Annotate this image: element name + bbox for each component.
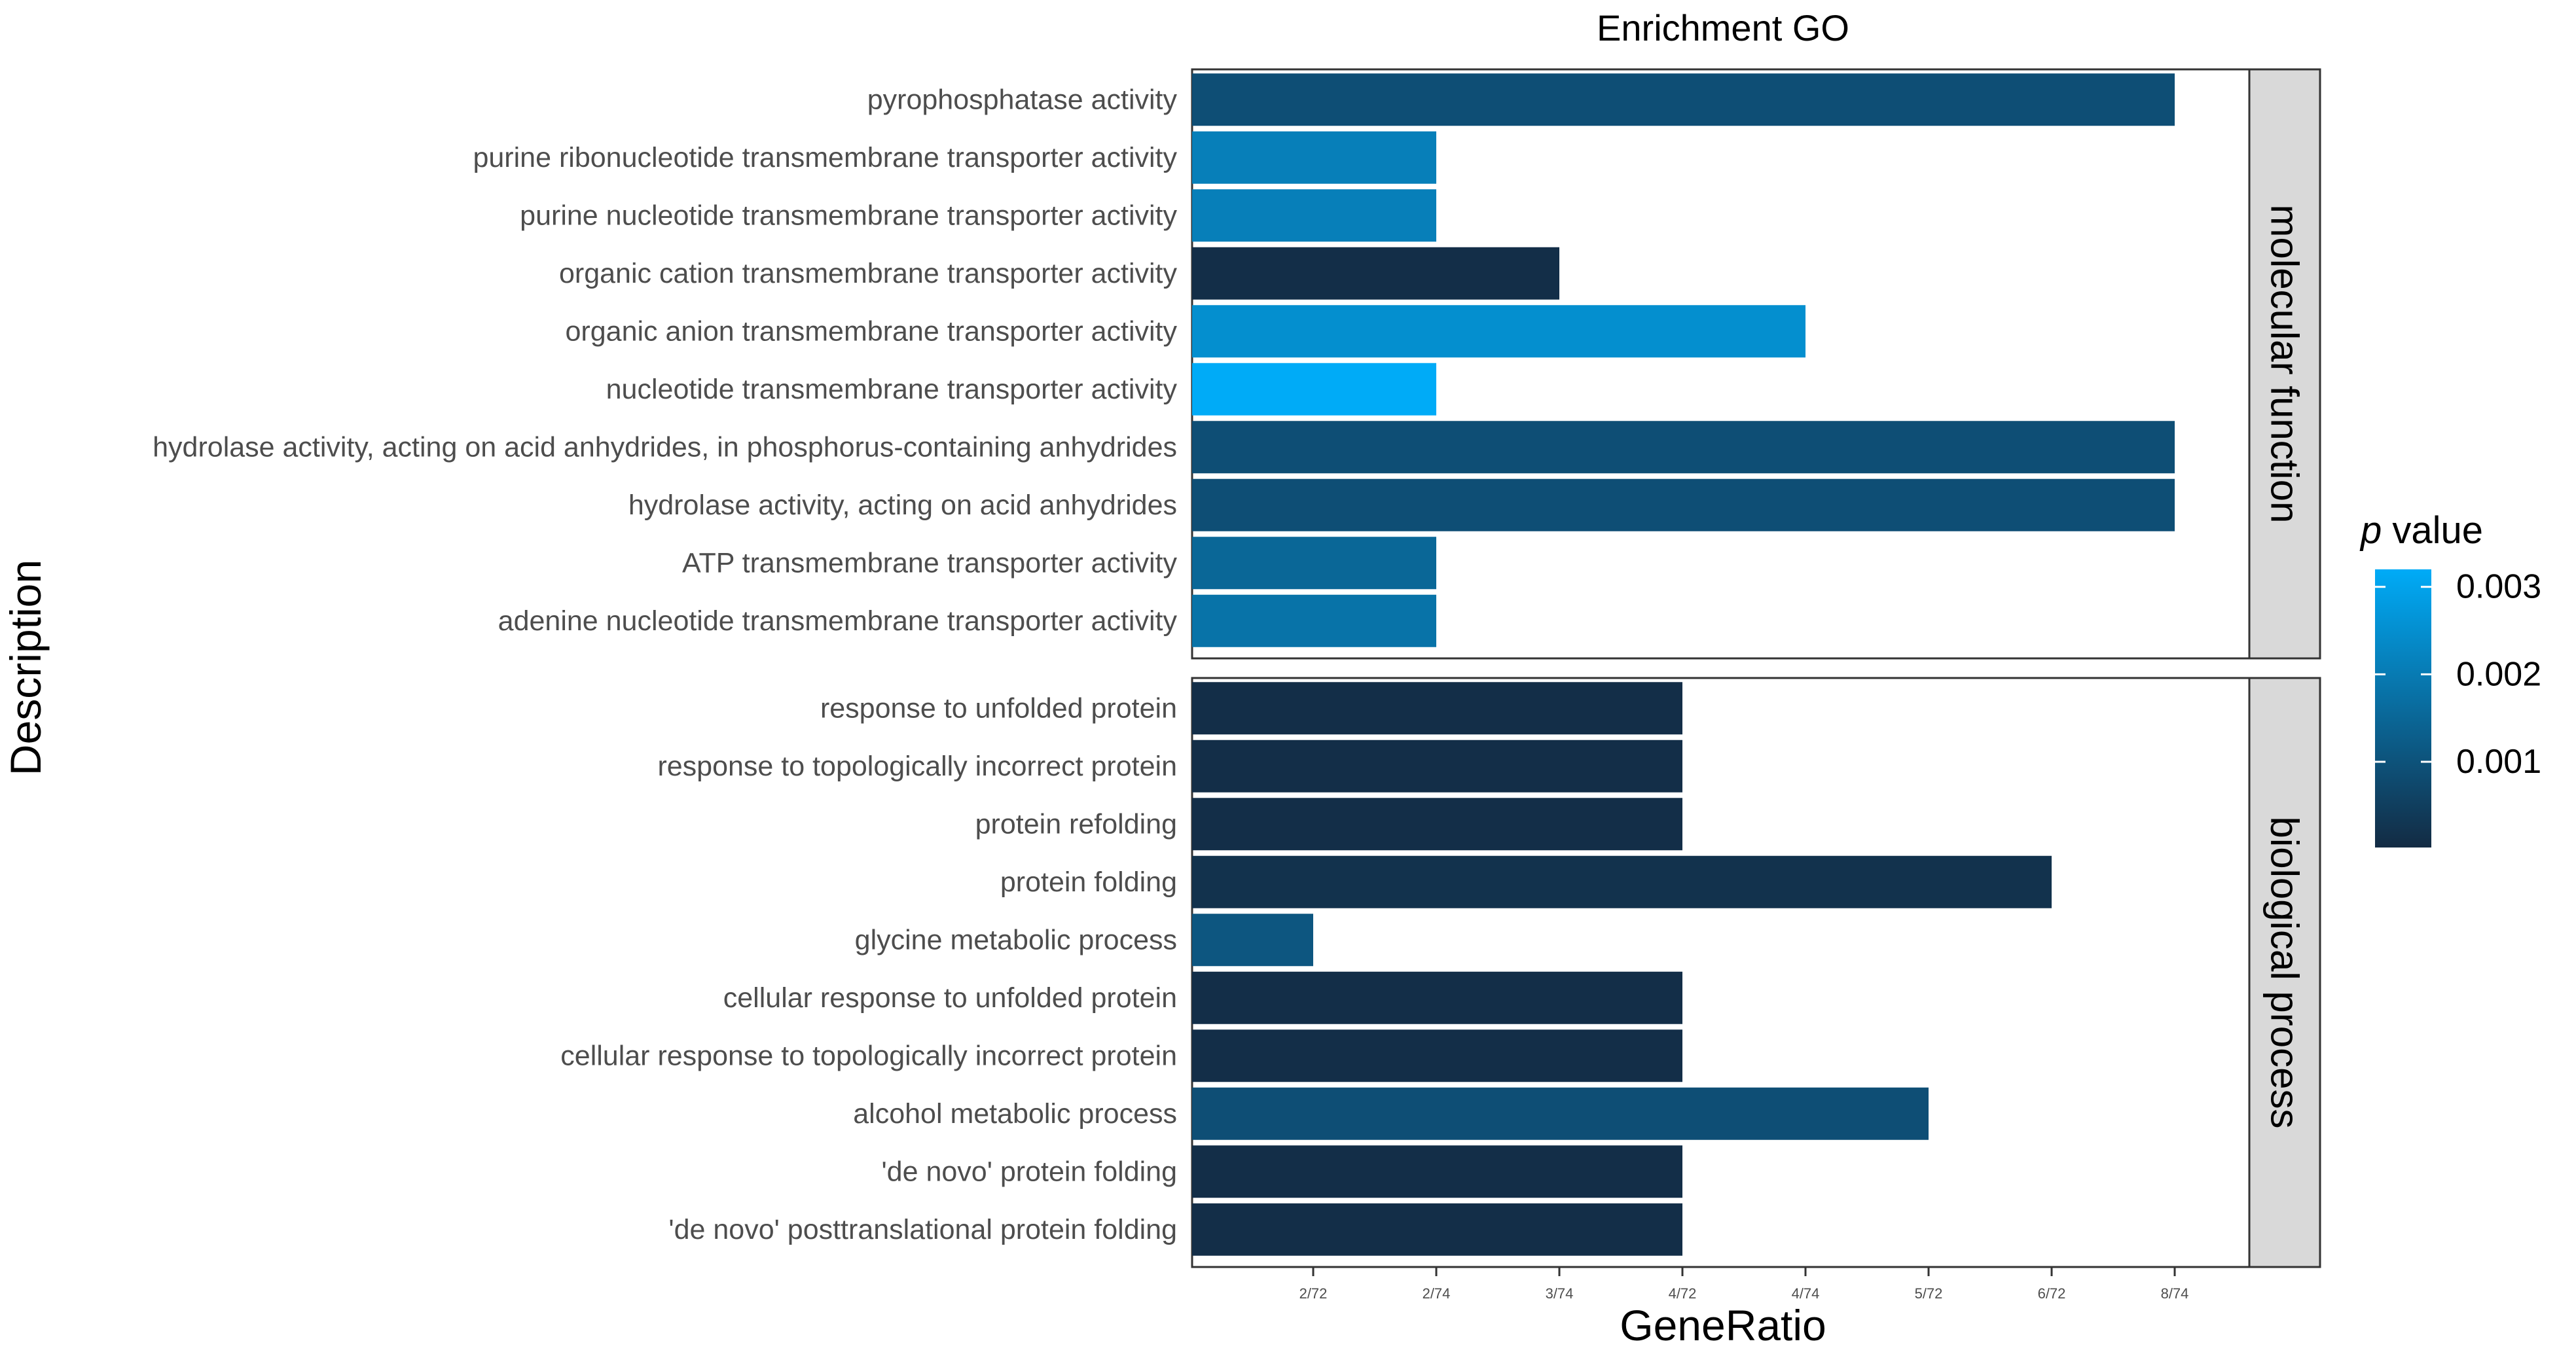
y-tick-label: protein refolding <box>975 808 1177 840</box>
x-axis-title: GeneRatio <box>1620 1301 1826 1349</box>
bar <box>1192 855 2052 908</box>
y-tick-label: pyrophosphatase activity <box>867 84 1178 115</box>
bar <box>1192 971 1682 1024</box>
legend-tick-label: 0.002 <box>2456 655 2541 693</box>
bar <box>1192 1145 1682 1198</box>
bar <box>1192 594 1436 647</box>
y-tick-label: purine nucleotide transmembrane transpor… <box>520 200 1177 231</box>
y-tick-label: hydrolase activity, acting on acid anhyd… <box>153 431 1177 463</box>
x-tick-label: 3/74 <box>1546 1285 1574 1302</box>
y-tick-label: protein folding <box>1000 866 1177 898</box>
legend-ticks: 0.003 0.002 0.001 <box>2375 568 2541 781</box>
x-axis-ticks: 2/72 2/74 3/74 4/72 4/74 5/72 6/72 8/74 <box>1299 1267 2189 1302</box>
legend-title-rest: value <box>2382 509 2483 552</box>
y-tick-label: response to topologically incorrect prot… <box>657 751 1177 782</box>
y-tick-label: ATP transmembrane transporter activity <box>682 547 1177 579</box>
bar <box>1192 131 1436 184</box>
bar <box>1192 914 1313 967</box>
bar <box>1192 798 1682 851</box>
bar <box>1192 1203 1682 1256</box>
strip-biological-process <box>2248 677 2321 1268</box>
y-tick-label: alcohol metabolic process <box>853 1098 1177 1130</box>
y-tick-label: nucleotide transmembrane transporter act… <box>606 374 1178 405</box>
bar <box>1192 73 2175 126</box>
legend-title-italic: p <box>2359 509 2382 552</box>
x-tick-label: 4/72 <box>1669 1285 1697 1302</box>
strip-label-molecular-function: molecular function <box>2263 205 2307 524</box>
bar <box>1192 363 1436 416</box>
bar <box>1192 682 1682 735</box>
strip-molecular-function <box>2248 68 2321 660</box>
strip-label-biological-process: biological process <box>2263 817 2307 1129</box>
bar <box>1192 1029 1682 1082</box>
bar <box>1192 305 1805 358</box>
legend-title: p value <box>2359 509 2483 552</box>
y-tick-label: glycine metabolic process <box>855 924 1177 955</box>
y-tick-label: purine ribonucleotide transmembrane tran… <box>473 142 1177 173</box>
y-tick-label: organic cation transmembrane transporter… <box>559 258 1178 289</box>
legend-colorbar <box>2375 569 2431 848</box>
bar <box>1192 1087 1929 1140</box>
x-tick-label: 4/74 <box>1792 1285 1820 1302</box>
x-tick-label: 6/72 <box>2038 1285 2066 1302</box>
bar <box>1192 537 1436 590</box>
y-tick-label: cellular response to unfolded protein <box>723 982 1177 1014</box>
x-tick-label: 8/74 <box>2161 1285 2189 1302</box>
y-tick-label: cellular response to topologically incor… <box>560 1040 1177 1071</box>
y-axis-title: Description <box>1 560 50 776</box>
chart-title: Enrichment GO <box>1597 7 1849 48</box>
y-tick-label: organic anion transmembrane transporter … <box>566 315 1178 347</box>
x-tick-label: 2/74 <box>1423 1285 1451 1302</box>
x-tick-label: 5/72 <box>1915 1285 1943 1302</box>
y-tick-labels: pyrophosphatase activity purine ribonucle… <box>153 84 1177 1245</box>
bar <box>1192 478 2175 531</box>
y-tick-label: hydrolase activity, acting on acid anhyd… <box>628 490 1177 521</box>
legend-tick-label: 0.001 <box>2456 743 2541 781</box>
y-tick-label: 'de novo' protein folding <box>881 1156 1177 1187</box>
bar <box>1192 421 2175 474</box>
legend: p value 0.003 0.002 0.001 <box>2359 509 2541 848</box>
x-tick-label: 2/72 <box>1299 1285 1328 1302</box>
bar <box>1192 247 1559 300</box>
y-tick-label: 'de novo' posttranslational protein fold… <box>668 1214 1177 1245</box>
legend-tick-label: 0.003 <box>2456 568 2541 606</box>
bar <box>1192 189 1436 242</box>
y-tick-label: response to unfolded protein <box>820 692 1177 724</box>
bar <box>1192 740 1682 793</box>
bars-layer <box>1192 73 2175 1256</box>
y-tick-label: adenine nucleotide transmembrane transpo… <box>498 605 1178 637</box>
